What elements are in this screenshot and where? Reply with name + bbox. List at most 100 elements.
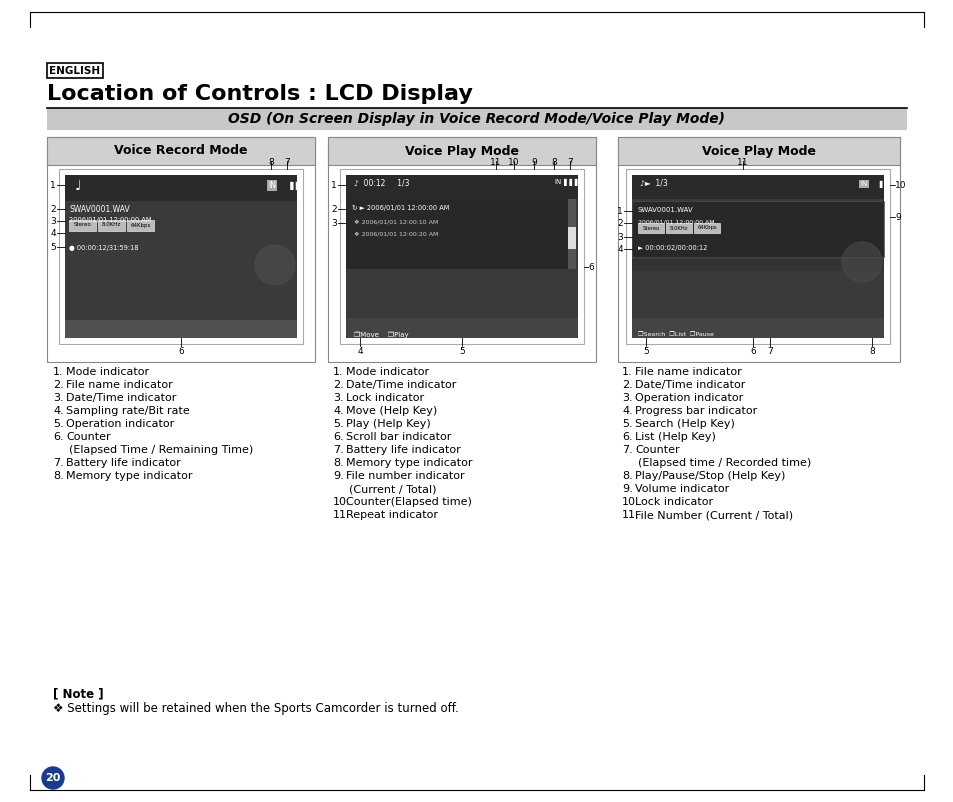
Text: SWAV0001.WAV: SWAV0001.WAV xyxy=(638,207,693,213)
Text: 11.: 11. xyxy=(621,510,639,520)
Text: Mode indicator: Mode indicator xyxy=(66,367,149,377)
Text: 4.: 4. xyxy=(621,406,632,416)
Text: Volume indicator: Volume indicator xyxy=(635,484,728,494)
Text: Counter: Counter xyxy=(635,445,679,455)
Text: 2.: 2. xyxy=(333,380,343,390)
Text: ● 00:00:12/31:59:18: ● 00:00:12/31:59:18 xyxy=(69,245,138,251)
Text: 1.: 1. xyxy=(333,367,343,377)
Text: ♩: ♩ xyxy=(75,179,81,193)
Text: Counter(Elapsed time): Counter(Elapsed time) xyxy=(346,497,472,507)
Text: 1: 1 xyxy=(617,207,622,216)
Bar xyxy=(631,201,883,257)
Text: 3.: 3. xyxy=(621,393,632,403)
Text: 5: 5 xyxy=(458,347,464,356)
Text: 1.: 1. xyxy=(53,367,64,377)
Text: 2: 2 xyxy=(51,205,56,214)
Bar xyxy=(625,169,889,344)
Text: 8.: 8. xyxy=(53,471,64,481)
Bar xyxy=(65,175,296,201)
Bar xyxy=(98,220,125,231)
Text: Search (Help Key): Search (Help Key) xyxy=(635,419,734,429)
Text: 3: 3 xyxy=(331,219,336,228)
Text: 8: 8 xyxy=(868,347,874,356)
Text: 3.: 3. xyxy=(333,393,343,403)
Text: IN: IN xyxy=(268,181,275,190)
Text: 9: 9 xyxy=(894,213,900,221)
Text: 6: 6 xyxy=(749,347,755,356)
Text: ↻ ► 2006/01/01 12:00:00 AM: ↻ ► 2006/01/01 12:00:00 AM xyxy=(352,205,449,211)
Bar xyxy=(328,137,596,165)
Bar xyxy=(346,199,572,269)
Text: OSD (On Screen Display in Voice Record Mode/Voice Play Mode): OSD (On Screen Display in Voice Record M… xyxy=(229,112,724,126)
Text: 3.: 3. xyxy=(53,393,64,403)
Text: 3: 3 xyxy=(51,217,56,226)
Text: Voice Play Mode: Voice Play Mode xyxy=(701,144,815,157)
Text: 4: 4 xyxy=(356,347,362,356)
Bar xyxy=(618,137,899,165)
Text: ❐Search  ❐List  ❐Pause: ❐Search ❐List ❐Pause xyxy=(638,332,713,337)
Text: 9: 9 xyxy=(531,158,537,167)
Text: 2006/01/01 12:00:00 AM: 2006/01/01 12:00:00 AM xyxy=(69,217,152,223)
Bar xyxy=(567,227,576,249)
Bar xyxy=(638,223,663,233)
Text: Battery life indicator: Battery life indicator xyxy=(66,458,180,468)
Text: 1: 1 xyxy=(331,181,336,190)
Text: 8.: 8. xyxy=(333,458,343,468)
Text: ENGLISH: ENGLISH xyxy=(50,66,100,76)
Text: 1: 1 xyxy=(51,181,56,190)
Text: 2: 2 xyxy=(617,219,622,228)
Text: ▐▐: ▐▐ xyxy=(875,181,886,188)
Text: 7: 7 xyxy=(566,158,572,167)
Text: 5.: 5. xyxy=(53,419,64,429)
Circle shape xyxy=(254,245,294,285)
Text: 9.: 9. xyxy=(621,484,632,494)
Text: Play (Help Key): Play (Help Key) xyxy=(346,419,431,429)
Text: SWAV0001.WAV: SWAV0001.WAV xyxy=(69,205,130,214)
Text: Date/Time indicator: Date/Time indicator xyxy=(66,393,176,403)
Bar xyxy=(69,220,96,231)
Text: 64Kbps: 64Kbps xyxy=(131,222,151,228)
Text: 8: 8 xyxy=(268,158,274,167)
Text: Date/Time indicator: Date/Time indicator xyxy=(346,380,456,390)
Text: File name indicator: File name indicator xyxy=(66,380,172,390)
Bar xyxy=(567,199,576,269)
Bar xyxy=(346,318,578,338)
Text: Location of Controls : LCD Display: Location of Controls : LCD Display xyxy=(47,84,473,104)
Text: 2.: 2. xyxy=(621,380,632,390)
Text: IN: IN xyxy=(859,181,866,187)
Text: File number indicator: File number indicator xyxy=(346,471,464,481)
Text: 6: 6 xyxy=(587,262,593,272)
Text: Counter: Counter xyxy=(66,432,111,442)
Text: ❖ Settings will be retained when the Sports Camcorder is turned off.: ❖ Settings will be retained when the Spo… xyxy=(53,702,458,715)
Text: 7: 7 xyxy=(766,347,772,356)
Bar xyxy=(346,175,578,199)
Text: 20: 20 xyxy=(45,773,61,783)
Text: 4: 4 xyxy=(51,229,56,238)
Text: Progress bar indicator: Progress bar indicator xyxy=(635,406,757,416)
Text: Battery life indicator: Battery life indicator xyxy=(346,445,460,455)
Text: 11: 11 xyxy=(737,158,748,167)
Text: Repeat indicator: Repeat indicator xyxy=(346,510,437,520)
Text: 4: 4 xyxy=(617,245,622,254)
Text: 3: 3 xyxy=(617,233,622,242)
Bar xyxy=(328,137,596,362)
Text: 9.: 9. xyxy=(333,471,343,481)
Text: [ Note ]: [ Note ] xyxy=(53,687,104,700)
Text: 64Kbps: 64Kbps xyxy=(697,225,716,230)
Text: Sampling rate/Bit rate: Sampling rate/Bit rate xyxy=(66,406,190,416)
Text: ♪►  1/3: ♪► 1/3 xyxy=(639,179,667,188)
Text: 2.: 2. xyxy=(53,380,64,390)
Text: 5.: 5. xyxy=(621,419,632,429)
Text: 4.: 4. xyxy=(333,406,343,416)
Text: Operation indicator: Operation indicator xyxy=(66,419,174,429)
Bar xyxy=(47,108,906,130)
Text: ▐▐: ▐▐ xyxy=(287,181,299,190)
Bar xyxy=(618,137,899,362)
Bar xyxy=(631,175,883,338)
Text: 8.0KHz: 8.0KHz xyxy=(102,222,121,228)
Text: ► 00:00:02/00:00:12: ► 00:00:02/00:00:12 xyxy=(638,245,706,251)
Text: ❐Move    ❐Play: ❐Move ❐Play xyxy=(354,332,408,338)
Bar xyxy=(47,137,314,362)
Text: Mode indicator: Mode indicator xyxy=(346,367,429,377)
Text: 11.: 11. xyxy=(333,510,351,520)
